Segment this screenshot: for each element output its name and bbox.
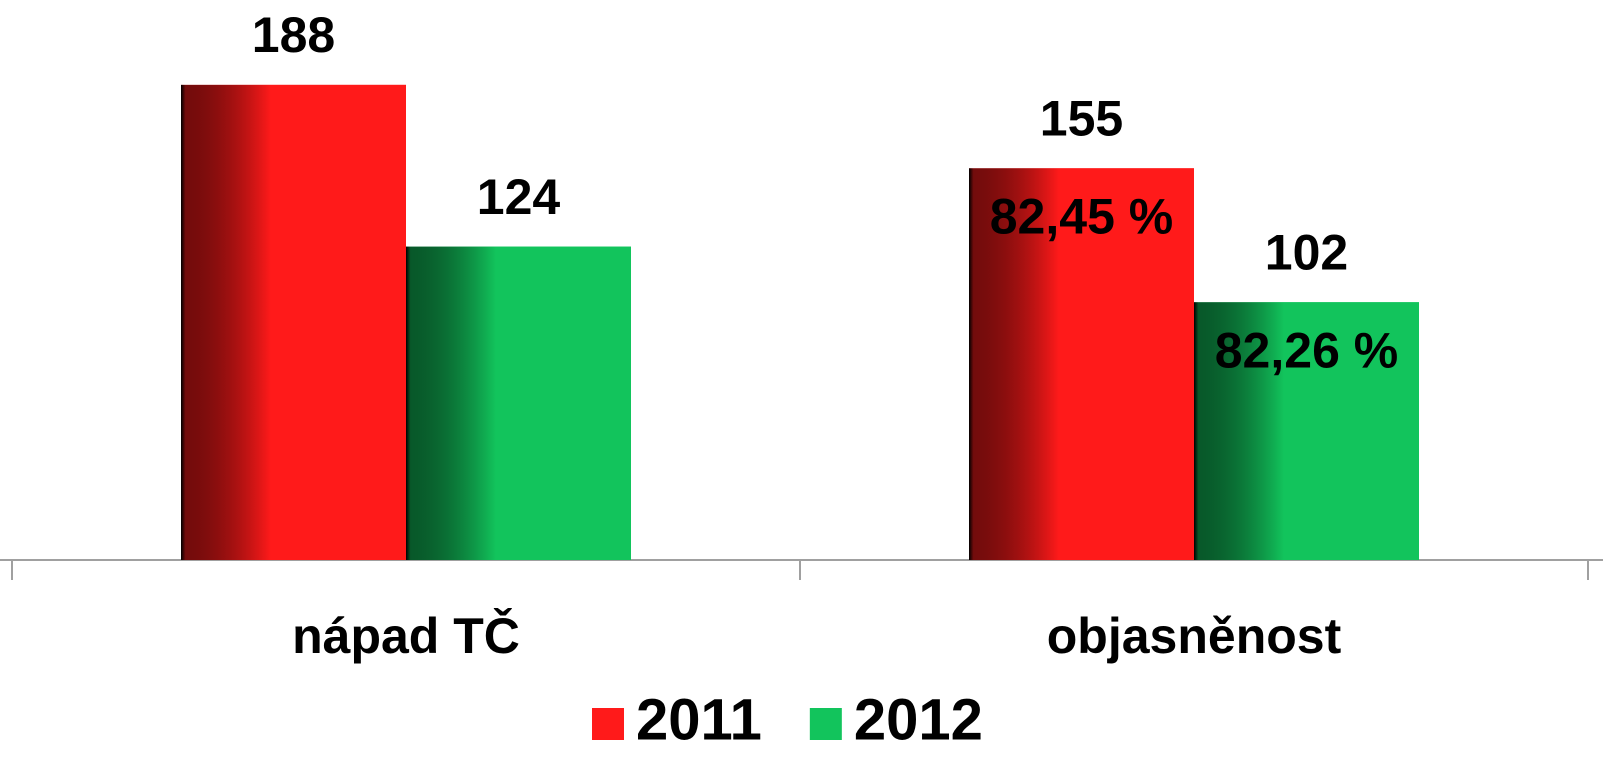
bar-shade (181, 85, 406, 560)
legend-label: 2012 (854, 687, 983, 752)
value-label: 188 (252, 7, 335, 63)
legend-swatch (592, 708, 624, 740)
value-label: 102 (1265, 224, 1348, 280)
x-tick-label: objasněnost (1047, 608, 1342, 664)
legend-swatch (810, 708, 842, 740)
value-label: 155 (1040, 90, 1123, 146)
x-tick-label: nápad TČ (292, 607, 520, 664)
value-label: 124 (477, 169, 561, 225)
chart: 188 124 nápad TČ 155 82,45 % 102 82,26 % objasn… (0, 0, 1603, 765)
legend-label: 2011 (636, 687, 762, 752)
bar-shade (406, 247, 631, 560)
annotation: 82,26 % (1215, 322, 1398, 378)
annotation: 82,45 % (990, 188, 1173, 244)
